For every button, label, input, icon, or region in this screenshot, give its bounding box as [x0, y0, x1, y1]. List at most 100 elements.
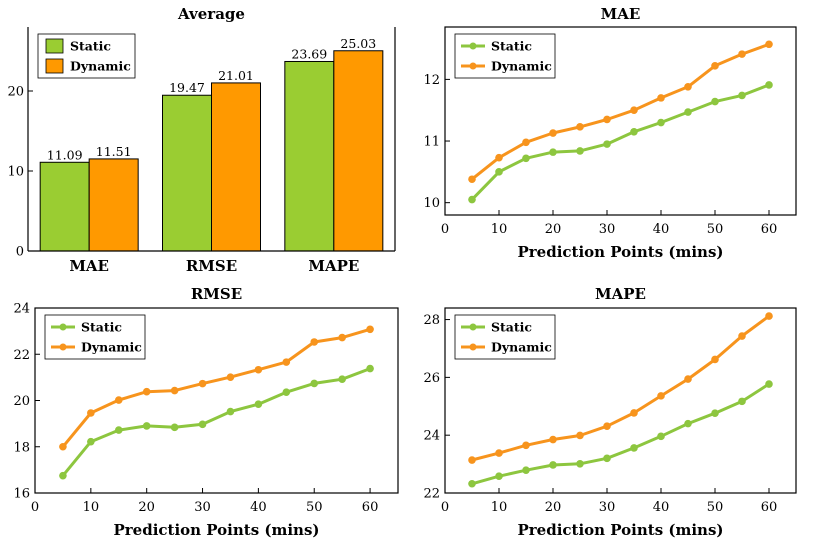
data-point-static: [711, 97, 719, 106]
x-tick-label: 20: [545, 222, 562, 237]
legend-swatch-static: [45, 38, 64, 54]
x-tick-label: 20: [138, 500, 155, 515]
data-point-static: [282, 388, 291, 396]
data-point-static: [765, 380, 773, 388]
y-tick-label: 24: [423, 429, 440, 444]
data-point-dynamic: [765, 312, 773, 320]
data-point-dynamic: [576, 431, 584, 440]
data-point-dynamic: [87, 409, 95, 417]
legend-label-static: Static: [81, 320, 122, 335]
legend-marker-static: [469, 323, 477, 331]
series-line-dynamic: [61, 327, 371, 448]
data-point-dynamic: [338, 333, 346, 342]
legend-label-dynamic: Dynamic: [491, 340, 552, 355]
data-point-static: [657, 432, 665, 441]
data-point-dynamic: [684, 375, 692, 383]
data-point-dynamic: [738, 50, 746, 58]
data-point-static: [603, 140, 611, 148]
x-tick-label: 0: [441, 500, 449, 515]
y-tick-label: 28: [423, 313, 440, 328]
legend-box: [454, 314, 556, 360]
chart-title: MAPE: [595, 285, 646, 303]
y-tick-label: 24: [13, 302, 30, 317]
series-line-static: [470, 83, 770, 201]
data-point-dynamic: [310, 338, 319, 346]
chart-rmse: RMSE 0 10 20 30 40 50 60 16 18 20 22 24 Prediction Po…: [13, 285, 399, 539]
x-tick-label: 40: [250, 500, 267, 515]
x-tick-label: 0: [31, 500, 39, 515]
data-point-static: [549, 148, 557, 156]
data-point-dynamic: [254, 365, 263, 374]
bar-value-label: 23.69: [291, 46, 327, 61]
data-point-dynamic: [495, 153, 503, 162]
chart-title: RMSE: [191, 285, 242, 303]
data-point-dynamic: [142, 387, 151, 396]
y-tick-label: 20: [13, 394, 30, 409]
data-point-dynamic: [495, 449, 503, 457]
data-point-dynamic: [657, 94, 665, 102]
x-tick-label: 40: [653, 222, 670, 237]
data-point-dynamic: [657, 392, 665, 400]
legend-marker-static: [469, 42, 477, 50]
series-line-dynamic: [471, 314, 770, 462]
data-point-dynamic: [684, 82, 692, 91]
data-point-dynamic: [59, 442, 67, 451]
legend-marker-dynamic: [469, 62, 477, 70]
chart-title: MAE: [601, 5, 641, 23]
data-point-dynamic: [522, 441, 530, 450]
data-point-static: [684, 108, 692, 116]
bar-static-mape: [284, 60, 335, 252]
x-tick-label: 40: [653, 500, 670, 515]
legend-label-dynamic: Dynamic: [81, 340, 142, 355]
data-point-dynamic: [576, 123, 584, 131]
data-point-dynamic: [468, 456, 476, 464]
x-tick-label: 50: [707, 500, 724, 515]
data-point-dynamic: [603, 115, 611, 124]
data-point-static: [366, 364, 374, 373]
data-point-dynamic: [630, 409, 638, 417]
legend-box: [44, 314, 146, 360]
data-point-dynamic: [366, 325, 374, 334]
legend-marker-dynamic: [59, 343, 67, 351]
data-point-static: [738, 91, 746, 100]
y-tick-label: 20: [7, 85, 24, 100]
x-tick-label: 10: [491, 500, 508, 515]
y-tick-label: 18: [13, 440, 30, 455]
x-axis-label: Prediction Points (mins): [517, 521, 723, 539]
y-tick-label: 26: [423, 371, 440, 386]
bar-value-label: 21.01: [218, 68, 254, 83]
data-point-dynamic: [114, 396, 123, 404]
data-point-static: [495, 168, 503, 176]
data-point-static: [630, 444, 638, 452]
data-point-static: [495, 472, 503, 481]
y-tick-label: 10: [423, 196, 440, 211]
bar-static-mae: [39, 161, 90, 252]
data-point-static: [468, 195, 476, 204]
x-axis-label: Prediction Points (mins): [517, 243, 723, 261]
series-line-static: [471, 382, 770, 486]
data-point-static: [522, 466, 530, 474]
data-point-static: [170, 423, 179, 432]
x-tick-label: 60: [761, 222, 778, 237]
y-tick-label: 10: [7, 165, 24, 180]
y-tick-label: 22: [423, 487, 440, 502]
x-tick-label: 30: [599, 222, 616, 237]
legend-label-dynamic: Dynamic: [491, 59, 552, 74]
x-tick-label: 10: [491, 222, 508, 237]
chart-average: Average 0 10 20 11.09 11.51 MAE 19.47 21.01 RMSE 2…: [7, 5, 396, 275]
data-point-dynamic: [738, 332, 746, 340]
legend-label-static: Static: [70, 39, 111, 54]
bar-dynamic-mae: [88, 158, 139, 252]
x-tick-label: 30: [194, 500, 211, 515]
x-tick-label: 60: [362, 500, 379, 515]
y-tick-label: 12: [423, 73, 440, 88]
x-tick-label: 0: [441, 222, 449, 237]
x-tick-label: 50: [306, 500, 323, 515]
data-point-dynamic: [549, 435, 557, 444]
data-point-dynamic: [711, 62, 719, 70]
y-tick-label: 0: [16, 245, 24, 260]
data-point-dynamic: [603, 422, 611, 431]
chart-title: Average: [177, 5, 245, 23]
category-label: MAE: [69, 257, 109, 275]
